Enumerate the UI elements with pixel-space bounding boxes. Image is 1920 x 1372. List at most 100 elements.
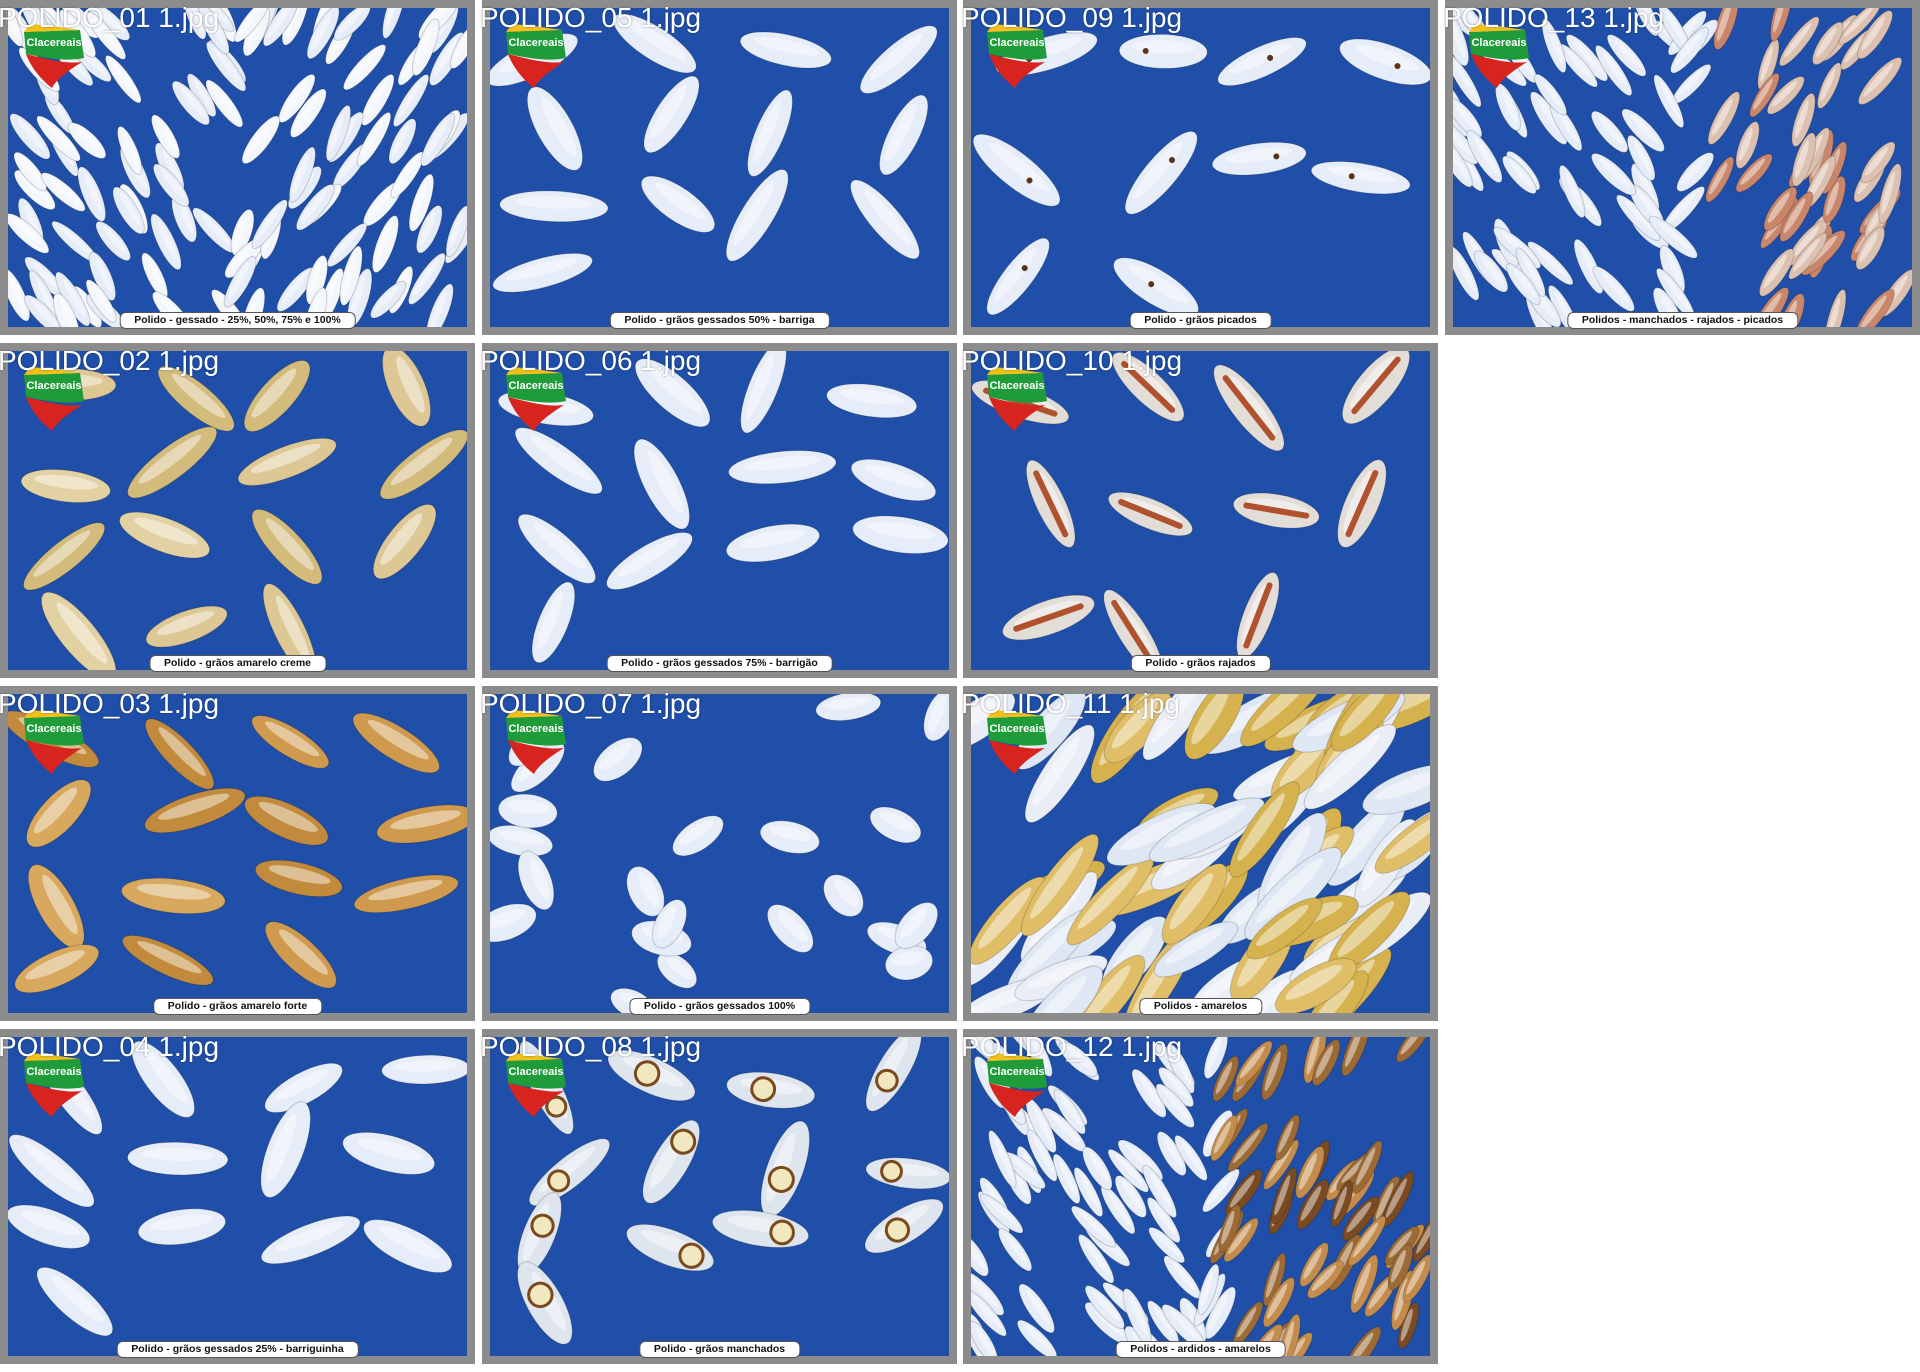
gallery-tile[interactable]: Clacereais POLIDO_07 1.jpg Polido - grão… bbox=[480, 686, 957, 1021]
gallery-tile[interactable]: Clacereais POLIDO_01 1.jpg Polido - gess… bbox=[0, 0, 475, 335]
rice-grain bbox=[1026, 1129, 1058, 1182]
gallery-tile[interactable]: Clacereais POLIDO_11 1.jpg Polidos - ama… bbox=[961, 686, 1438, 1021]
logo-text: Clacereais bbox=[26, 1066, 81, 1078]
rice-grain bbox=[26, 779, 92, 848]
rice-grain bbox=[514, 427, 603, 495]
rice-grain bbox=[1339, 38, 1430, 86]
rice-grain bbox=[40, 172, 86, 212]
rice-grain bbox=[127, 1141, 229, 1176]
rice-grain bbox=[120, 877, 226, 915]
rice-grain bbox=[1211, 141, 1307, 176]
rice-grain bbox=[243, 360, 311, 432]
rice-grain bbox=[1052, 1153, 1081, 1205]
rice-grain bbox=[971, 876, 1048, 965]
rice-grain bbox=[1816, 62, 1842, 109]
gallery-tile[interactable]: Clacereais POLIDO_09 1.jpg Polido - grão… bbox=[961, 0, 1438, 335]
gallery-tile[interactable]: Clacereais POLIDO_10 1.jpg Polido - grão… bbox=[961, 343, 1438, 678]
rice-grain bbox=[1707, 91, 1741, 145]
image-caption: Polido - grãos amarelo creme bbox=[148, 655, 327, 672]
file-name: POLIDO_03 1.jpg bbox=[0, 688, 220, 719]
rice-grain bbox=[626, 1223, 715, 1272]
rice-grain bbox=[642, 1119, 701, 1204]
rice-grain bbox=[1791, 132, 1817, 187]
rice-grain bbox=[971, 694, 1016, 752]
gallery-tile[interactable]: Clacereais POLIDO_06 1.jpg Polido - grão… bbox=[480, 343, 957, 678]
rice-grain bbox=[1860, 141, 1896, 184]
rice-grain bbox=[1202, 1168, 1240, 1213]
gallery-tile[interactable]: Clacereais POLIDO_12 1.jpg Polidos - ard… bbox=[961, 1029, 1438, 1364]
rice-grain bbox=[382, 351, 431, 427]
rice-photo: Clacereais bbox=[971, 1037, 1430, 1356]
rice-grain bbox=[1341, 1196, 1380, 1241]
rice-grain bbox=[1330, 694, 1404, 752]
rice-grain bbox=[88, 251, 117, 301]
gallery-tile[interactable]: Clacereais POLIDO_05 1.jpg Polido - grão… bbox=[480, 0, 957, 335]
file-name: POLIDO_11 1.jpg bbox=[961, 688, 1180, 719]
rice-grain bbox=[1590, 152, 1637, 196]
rice-grain bbox=[1606, 34, 1647, 77]
rice-grain bbox=[1362, 763, 1430, 815]
image-caption: Polido - grãos picados bbox=[1129, 312, 1272, 329]
rice-grain bbox=[1590, 110, 1629, 153]
rice-photo: Clacereais bbox=[8, 8, 467, 327]
rice-grain bbox=[1374, 805, 1430, 874]
logo-text: Clacereais bbox=[989, 380, 1044, 392]
rice-grain bbox=[739, 31, 832, 69]
rice-grain bbox=[1262, 1277, 1295, 1328]
rice-grain bbox=[1124, 130, 1198, 215]
rice-grain bbox=[1073, 1166, 1104, 1218]
rice-grain bbox=[1350, 1254, 1379, 1314]
rice-grain bbox=[1595, 44, 1633, 97]
rice-grain bbox=[1229, 781, 1300, 878]
clacereais-logo-icon: Clacereais bbox=[987, 1053, 1047, 1117]
rice-grain bbox=[1822, 175, 1847, 224]
file-name: POLIDO_07 1.jpg bbox=[480, 688, 702, 719]
file-name: POLIDO_05 1.jpg bbox=[480, 2, 702, 33]
rice-grain bbox=[372, 503, 437, 580]
rice-grain bbox=[711, 1209, 810, 1248]
rice-grain bbox=[1387, 1243, 1414, 1291]
rice-grain bbox=[517, 513, 596, 584]
rice-grain bbox=[151, 114, 181, 159]
rice-grain bbox=[371, 215, 399, 274]
rice-grain bbox=[445, 205, 467, 258]
rice-grain bbox=[150, 213, 182, 271]
rice-grain bbox=[152, 163, 190, 208]
rice-grain bbox=[1307, 1260, 1345, 1299]
rice-grain bbox=[1676, 152, 1715, 192]
rice-grain bbox=[1070, 1205, 1117, 1248]
rice-grain bbox=[112, 186, 145, 235]
rice-grain bbox=[1347, 1215, 1387, 1267]
gallery-tile[interactable]: Clacereais POLIDO_04 1.jpg Polido - grão… bbox=[0, 1029, 475, 1364]
clacereais-logo-icon: Clacereais bbox=[987, 710, 1047, 774]
rice-grain bbox=[1527, 241, 1574, 286]
logo-text: Clacereais bbox=[508, 723, 563, 735]
rice-grain bbox=[1227, 1122, 1269, 1172]
gallery-tile[interactable]: Clacereais POLIDO_13 1.jpg Polidos - man… bbox=[1443, 0, 1920, 335]
rice-grain bbox=[1263, 1139, 1300, 1190]
rice-grain bbox=[1779, 191, 1814, 243]
rice-grain bbox=[1025, 459, 1076, 548]
rice-grain bbox=[531, 581, 576, 664]
rice-grain bbox=[363, 1219, 453, 1274]
rice-grain bbox=[254, 859, 343, 898]
gallery-tile[interactable]: Clacereais POLIDO_03 1.jpg Polido - grão… bbox=[0, 686, 475, 1021]
rice-grain bbox=[278, 73, 316, 123]
rice-grain bbox=[826, 383, 918, 419]
rice-grain bbox=[656, 952, 698, 989]
rice-grain bbox=[9, 113, 51, 160]
gallery-tile[interactable]: Clacereais POLIDO_08 1.jpg Polido - grão… bbox=[480, 1029, 957, 1364]
image-caption: Polido - grãos amarelo forte bbox=[152, 998, 323, 1015]
rice-grain bbox=[1261, 1043, 1289, 1101]
gallery-tile[interactable]: Clacereais POLIDO_02 1.jpg Polido - grão… bbox=[0, 343, 475, 678]
logo-text: Clacereais bbox=[26, 380, 81, 392]
rice-grain bbox=[1857, 10, 1893, 60]
rice-grain bbox=[415, 204, 443, 254]
rice-grain bbox=[633, 438, 690, 530]
rice-grain bbox=[1118, 33, 1208, 69]
rice-grain bbox=[1058, 1041, 1098, 1078]
rice-grain bbox=[986, 237, 1050, 316]
rice-grain bbox=[1113, 257, 1199, 317]
rice-grain bbox=[1791, 92, 1816, 147]
